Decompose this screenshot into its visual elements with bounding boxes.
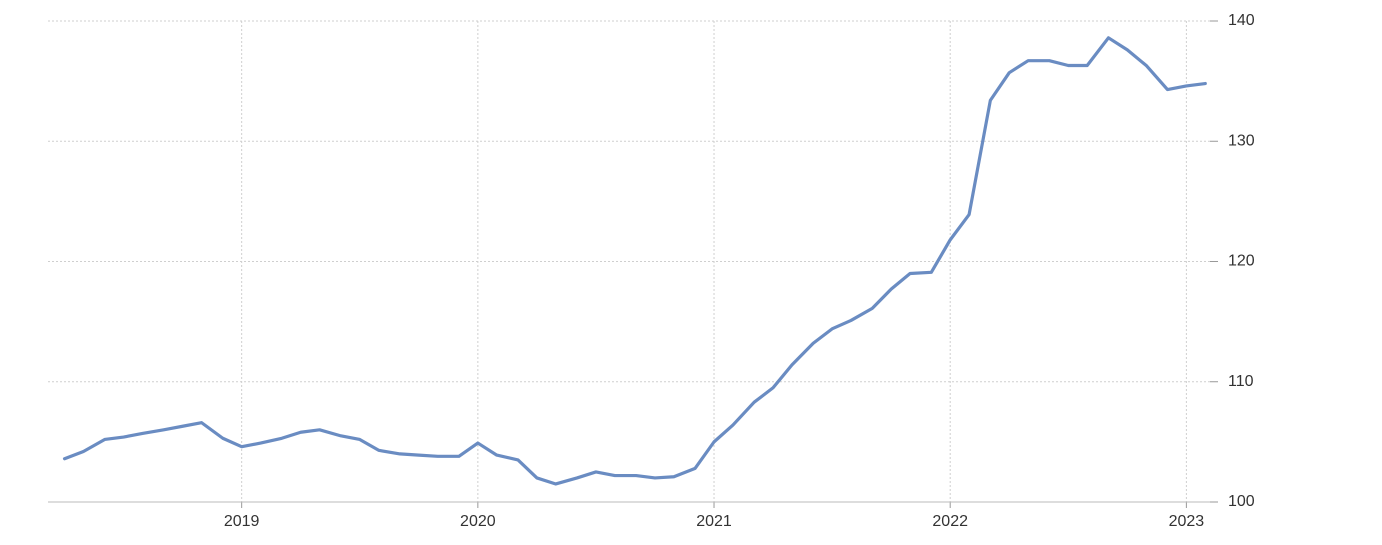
x-tick-label: 2022 xyxy=(932,513,968,530)
x-tick-label: 2020 xyxy=(460,513,496,530)
data-line xyxy=(62,36,1207,486)
y-tick-label: 130 xyxy=(1228,132,1255,149)
y-tick-label: 100 xyxy=(1228,493,1255,510)
x-tick-label: 2023 xyxy=(1169,513,1205,530)
x-tick-label: 2019 xyxy=(224,513,260,530)
y-tick-label: 120 xyxy=(1228,253,1255,270)
x-tick-label: 2021 xyxy=(696,513,732,530)
y-tick-label: 110 xyxy=(1228,373,1254,390)
y-tick-label: 140 xyxy=(1228,12,1255,29)
